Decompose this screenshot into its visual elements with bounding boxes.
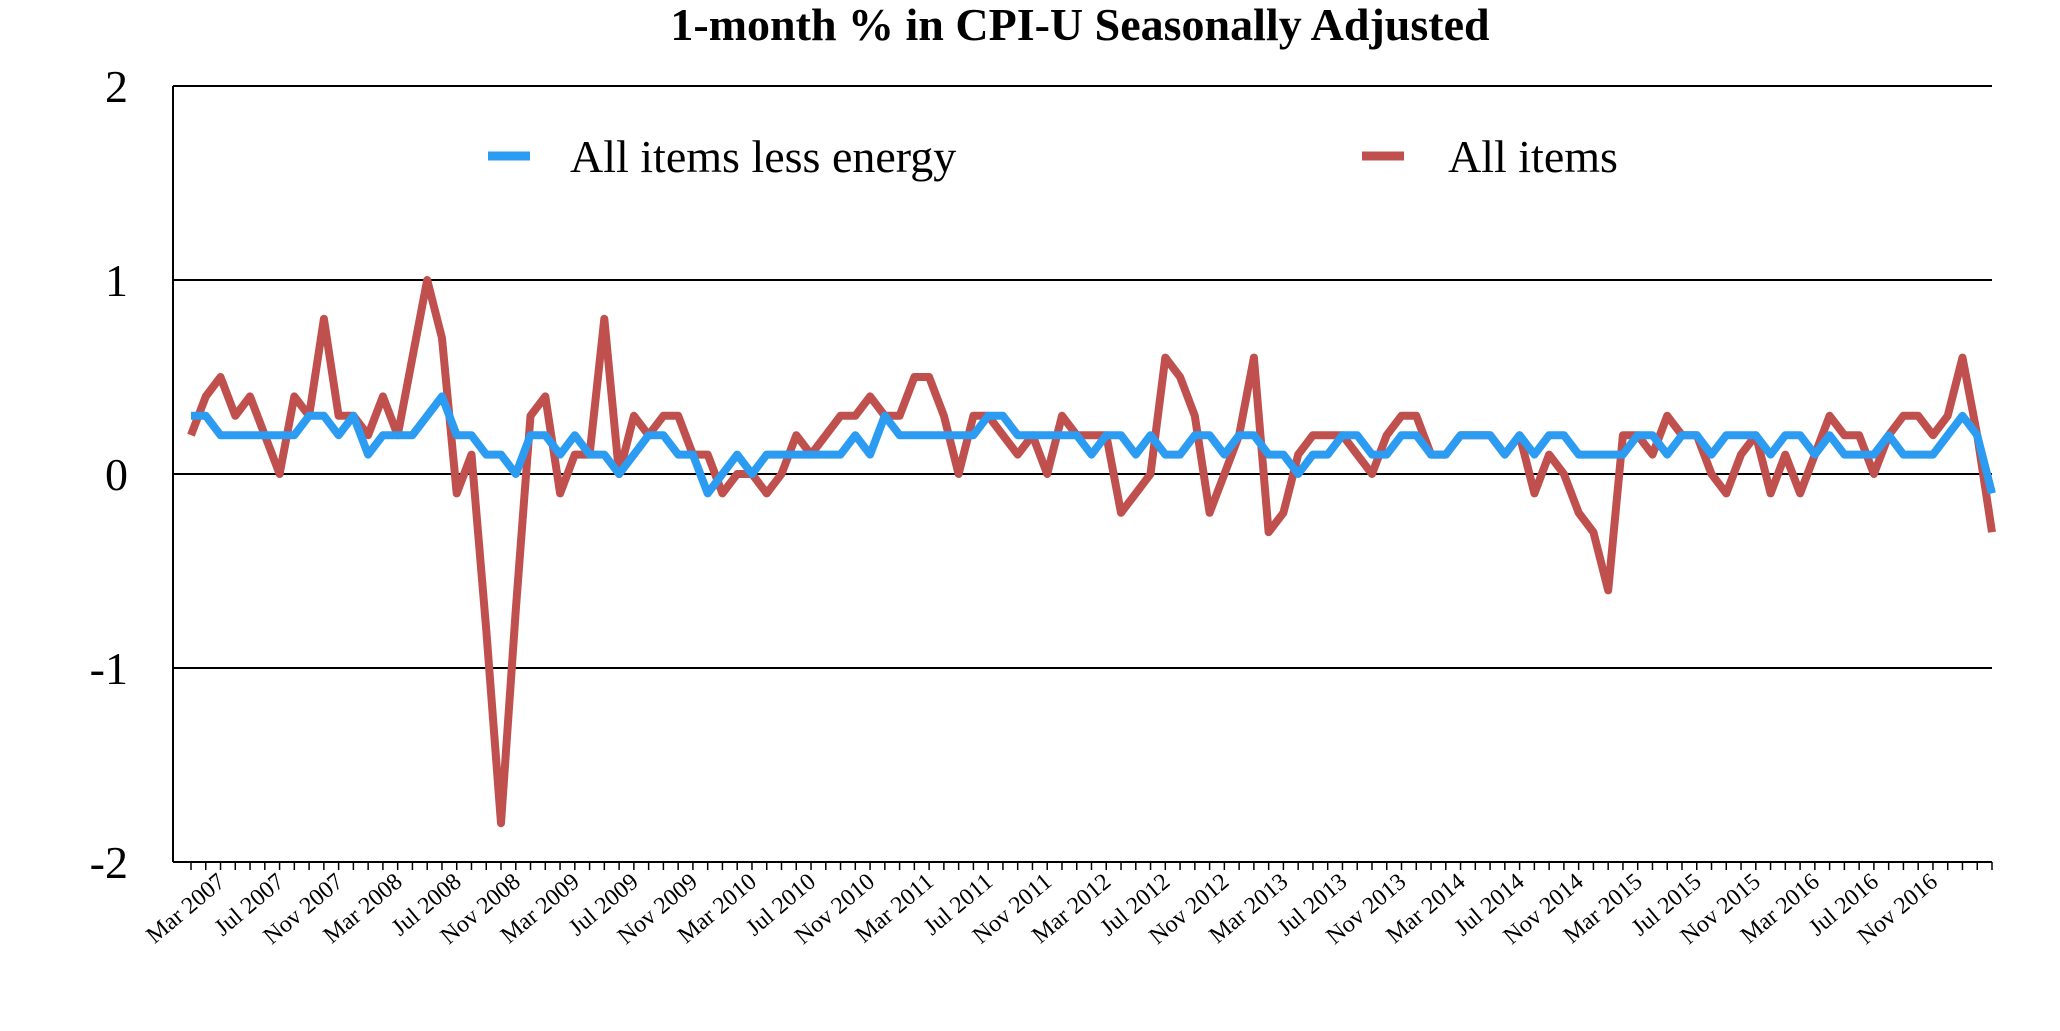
y-tick-label: 0 <box>105 449 128 500</box>
chart-title: 1-month % in CPI-U Seasonally Adjusted <box>670 0 1490 50</box>
series-lines <box>187 276 1996 828</box>
y-tick-label: -1 <box>90 643 128 694</box>
series-line-less-energy <box>191 392 1996 498</box>
y-tick-label: 2 <box>105 61 128 112</box>
legend-label-all-items: All items <box>1448 131 1618 182</box>
legend-label-less-energy: All items less energy <box>570 131 956 182</box>
y-tick-label: -2 <box>90 837 128 888</box>
gridlines <box>172 85 1992 863</box>
y-axis-ticks: 2 1 0 -1 -2 <box>90 61 128 888</box>
series-line-all-items <box>187 276 1996 828</box>
y-tick-label: 1 <box>105 255 128 306</box>
legend: All items less energy All items <box>488 131 1618 182</box>
x-tick-label: Mar 2007 <box>142 869 231 949</box>
